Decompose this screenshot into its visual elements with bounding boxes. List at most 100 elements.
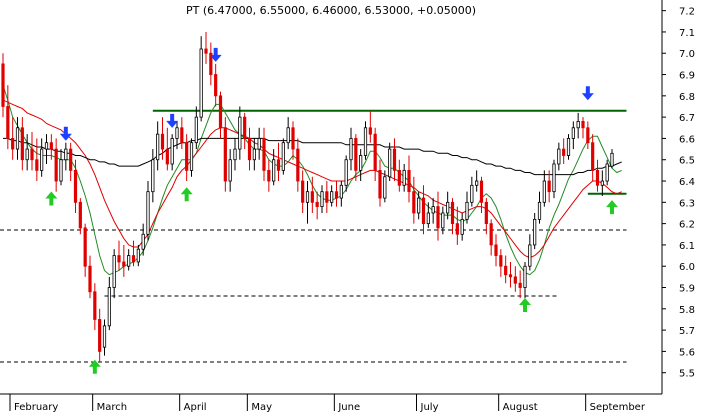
- x-tick-label: September: [590, 402, 646, 412]
- candle: [388, 142, 392, 182]
- candle: [209, 42, 213, 86]
- candle: [470, 176, 474, 207]
- candle: [112, 249, 116, 299]
- candle: [489, 219, 493, 256]
- y-tick-label: 6.0: [679, 262, 695, 273]
- candle: [407, 155, 411, 203]
- candle: [334, 181, 339, 207]
- sell-signal-arrow-1: [59, 126, 72, 141]
- sell-signal-arrow-5: [209, 47, 222, 62]
- candle: [533, 212, 537, 250]
- candle: [117, 240, 121, 271]
- candle: [122, 244, 126, 277]
- candle: [562, 138, 566, 164]
- candle: [586, 121, 590, 150]
- x-tick-label: April: [184, 402, 207, 412]
- candle: [6, 85, 10, 150]
- candle: [228, 149, 232, 192]
- x-tick-label: February: [14, 402, 58, 412]
- candle: [257, 127, 261, 160]
- candle: [296, 138, 300, 192]
- candle: [151, 149, 155, 203]
- y-tick-label: 6.3: [679, 198, 695, 209]
- moving-average-3: [3, 137, 622, 176]
- x-tick-label: July: [420, 402, 439, 412]
- y-tick-label: 5.9: [679, 284, 695, 295]
- candle: [189, 138, 194, 177]
- candle: [243, 112, 247, 150]
- candle: [320, 185, 324, 213]
- candle: [441, 206, 445, 235]
- candle: [93, 283, 97, 331]
- y-tick-label: 6.8: [679, 92, 695, 103]
- candle: [431, 198, 435, 224]
- candle: [412, 176, 416, 224]
- y-tick-label: 7.2: [679, 7, 695, 18]
- x-tick-label: May: [251, 402, 272, 412]
- candle: [286, 117, 290, 150]
- buy-signal-arrow-8: [606, 200, 618, 215]
- candle: [421, 185, 426, 235]
- candle: [15, 117, 20, 160]
- candle: [373, 127, 377, 182]
- candle: [64, 142, 68, 171]
- candle: [218, 91, 223, 139]
- candle: [450, 198, 455, 235]
- candle: [223, 117, 227, 192]
- candle: [73, 159, 78, 213]
- level-lines: [0, 109, 627, 363]
- candle: [378, 159, 382, 207]
- candle: [54, 138, 58, 192]
- candle: [610, 149, 614, 169]
- candle: [156, 121, 160, 171]
- candle: [98, 308, 102, 363]
- candle: [272, 149, 276, 186]
- candle: [267, 159, 271, 192]
- candle: [30, 132, 34, 171]
- candle: [199, 36, 203, 122]
- candle: [537, 191, 542, 224]
- candle: [214, 63, 218, 107]
- candle: [136, 244, 140, 267]
- y-tick-label: 6.6: [679, 134, 695, 145]
- candle: [581, 117, 585, 139]
- candle: [301, 170, 305, 213]
- candle: [35, 138, 39, 182]
- candle: [566, 134, 571, 160]
- candle: [131, 240, 136, 267]
- candle: [238, 106, 242, 160]
- candle: [88, 255, 92, 299]
- candle: [315, 191, 319, 220]
- y-tick-label: 5.8: [679, 305, 695, 316]
- candle: [479, 176, 484, 213]
- candle: [204, 31, 208, 64]
- candle: [25, 134, 29, 171]
- candle: [363, 121, 368, 160]
- candle: [600, 170, 604, 196]
- y-tick-label: 7.1: [679, 28, 695, 39]
- candle: [281, 138, 285, 175]
- candle: [436, 191, 440, 241]
- y-tick-label: 5.6: [679, 347, 695, 358]
- candle: [392, 138, 397, 182]
- candle: [547, 170, 551, 203]
- candle: [146, 181, 150, 241]
- candle: [446, 191, 450, 220]
- candle: [49, 134, 53, 160]
- sell-signal-arrow-3: [166, 113, 179, 128]
- candle: [1, 53, 5, 118]
- candle: [291, 121, 295, 160]
- candle: [513, 266, 517, 292]
- candle: [397, 159, 401, 192]
- candle: [233, 138, 237, 171]
- y-tick-label: 7.0: [679, 49, 695, 60]
- candle: [518, 270, 522, 299]
- candle: [20, 117, 24, 171]
- candle: [354, 134, 358, 182]
- buy-signal-arrow-0: [45, 191, 58, 206]
- candle: [83, 223, 87, 277]
- candle: [180, 117, 184, 150]
- candle: [78, 198, 82, 235]
